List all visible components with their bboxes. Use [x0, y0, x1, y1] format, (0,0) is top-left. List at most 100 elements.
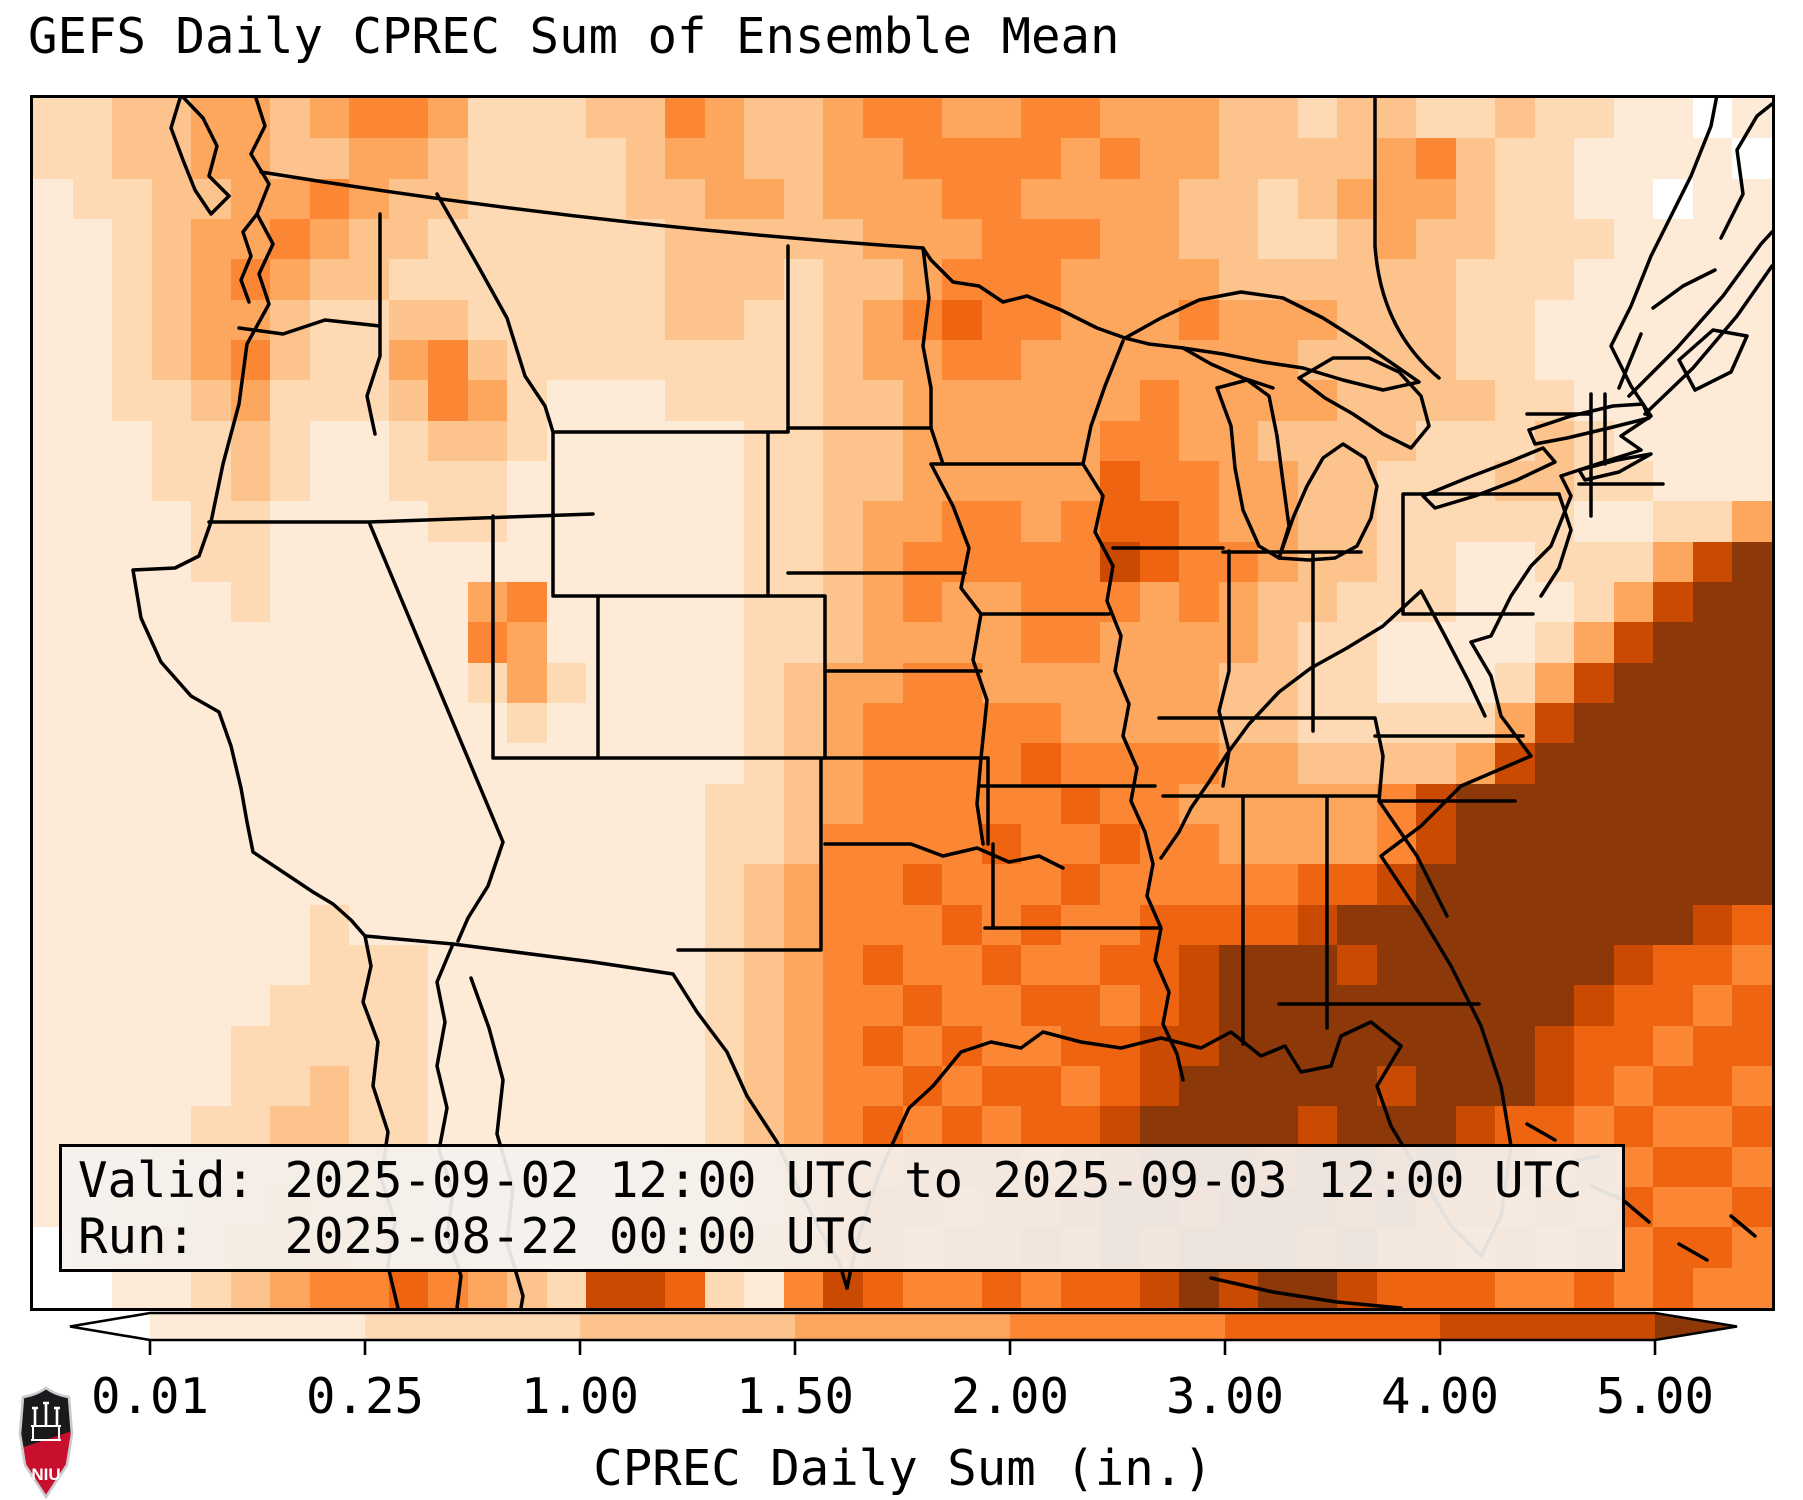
grid-cell: [1732, 622, 1772, 663]
grid-cell: [823, 1106, 863, 1147]
grid-cell: [783, 178, 824, 219]
colorbar-tick-label: 5.00: [1595, 1368, 1715, 1425]
grid-cell: [230, 1025, 271, 1066]
grid-cell: [1692, 581, 1733, 623]
grid-cell: [1455, 1267, 1496, 1308]
grid-cell: [1021, 98, 1061, 139]
grid-cell: [507, 98, 547, 139]
grid-cell: [625, 98, 666, 139]
grid-cell: [1218, 138, 1259, 179]
vancouver-island-path: [169, 98, 231, 216]
grid-cell: [744, 1267, 784, 1308]
grid-cell: [586, 380, 626, 421]
grid-cell: [625, 581, 666, 623]
grid-cell: [1218, 1106, 1259, 1147]
grid-cell: [981, 864, 1022, 905]
grid-cell: [33, 138, 73, 179]
grid-cell: [151, 904, 192, 945]
grid-cell: [349, 823, 389, 865]
grid-cell: [349, 339, 389, 381]
grid-cell: [230, 783, 271, 824]
grid-cell: [665, 138, 705, 179]
grid-cell: [1732, 541, 1772, 582]
grid-cell: [270, 1025, 310, 1066]
grid-cell: [625, 299, 666, 340]
grid-cell: [942, 380, 982, 421]
grid-cell: [1021, 622, 1061, 663]
grid-cell: [1021, 1065, 1061, 1107]
grid-cell: [1258, 339, 1298, 381]
colorbar-under-arrow: [70, 1313, 150, 1340]
grid-cell: [349, 783, 389, 824]
grid-cell: [586, 743, 626, 784]
grid-cell: [823, 743, 863, 784]
grid-cell: [72, 702, 113, 744]
grid-cell: [1613, 662, 1654, 703]
colorbar-bin: [1225, 1313, 1441, 1340]
grid-cell: [1613, 985, 1654, 1026]
grid-cell: [823, 702, 863, 744]
grid-cell: [507, 541, 547, 582]
grid-cell: [112, 218, 152, 260]
lake-michigan-path: [1215, 378, 1291, 560]
grid-cell: [1337, 1025, 1377, 1066]
grid-cell: [586, 460, 626, 502]
grid-cell: [1692, 1025, 1733, 1066]
grid-cell: [428, 581, 468, 623]
grid-cell: [1534, 259, 1575, 300]
grid-cell: [1495, 823, 1535, 865]
grid-cell: [744, 178, 784, 219]
grid-cell: [546, 299, 587, 340]
grid-cell: [112, 138, 152, 179]
grid-cell: [230, 581, 271, 623]
grid-cell: [507, 743, 547, 784]
grid-cell: [349, 1065, 389, 1107]
grid-cell: [704, 1267, 745, 1308]
grid-cell: [744, 218, 784, 260]
grid-cell: [1021, 702, 1061, 744]
grid-cell: [1376, 944, 1417, 986]
grid-cell: [546, 743, 587, 784]
grid-cell: [1653, 1146, 1693, 1187]
grid-cell: [823, 985, 863, 1026]
grid-cell: [1100, 138, 1140, 179]
grid-cell: [270, 1106, 310, 1147]
grid-cell: [507, 581, 547, 623]
grid-cell: [1139, 98, 1180, 139]
grid-cell: [507, 1025, 547, 1066]
grid-cell: [270, 420, 310, 461]
grid-cell: [1574, 259, 1614, 300]
grid-cell: [72, 662, 113, 703]
grid-cell: [546, 783, 587, 824]
grid-cell: [862, 581, 903, 623]
grid-cell: [1653, 904, 1693, 945]
grid-cell: [625, 622, 666, 663]
grid-cell: [1534, 1267, 1575, 1308]
grid-cell: [467, 622, 508, 663]
grid-cell: [151, 581, 192, 623]
grid-cell: [546, 1106, 587, 1147]
grid-cell: [507, 299, 547, 340]
grid-cell: [388, 985, 429, 1026]
grid-cell: [942, 138, 982, 179]
grid-cell: [862, 743, 903, 784]
grid-cell: [1337, 783, 1377, 824]
grid-cell: [942, 420, 982, 461]
valid-run-box: Valid: 2025-09-02 12:00 UTC to 2025-09-0…: [59, 1144, 1625, 1272]
grid-cell: [783, 460, 824, 502]
grid-cell: [744, 823, 784, 865]
grid-cell: [151, 662, 192, 703]
grid-cell: [823, 380, 863, 421]
grid-cell: [428, 985, 468, 1026]
grid-cell: [704, 823, 745, 865]
grid-cell: [862, 944, 903, 986]
grid-cell: [1416, 1267, 1456, 1308]
grid-cell: [1574, 98, 1614, 139]
grid-cell: [783, 1267, 824, 1308]
grid-cell: [1376, 783, 1417, 824]
grid-cell: [625, 339, 666, 381]
grid-cell: [1416, 299, 1456, 340]
grid-cell: [625, 1267, 666, 1308]
grid-cell: [1297, 743, 1338, 784]
grid-cell: [981, 985, 1022, 1026]
